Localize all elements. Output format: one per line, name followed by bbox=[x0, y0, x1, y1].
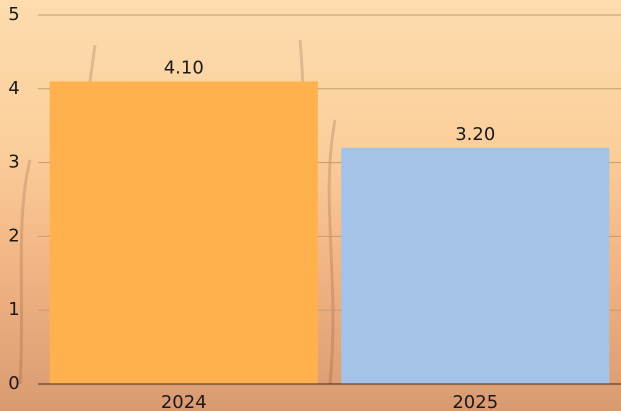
bar bbox=[341, 147, 610, 384]
y-tick-label: 0 bbox=[8, 373, 19, 394]
y-tick-label: 4 bbox=[8, 78, 19, 99]
y-tick-label: 5 bbox=[8, 4, 19, 25]
data-label: 4.10 bbox=[164, 57, 204, 78]
data-label: 3.20 bbox=[455, 124, 495, 145]
y-tick-label: 2 bbox=[8, 225, 19, 246]
y-tick-label: 3 bbox=[8, 152, 19, 173]
bar bbox=[49, 81, 318, 385]
x-tick-label: 2025 bbox=[452, 392, 498, 411]
y-tick-label: 1 bbox=[8, 299, 19, 320]
x-tick-label: 2024 bbox=[161, 392, 207, 411]
